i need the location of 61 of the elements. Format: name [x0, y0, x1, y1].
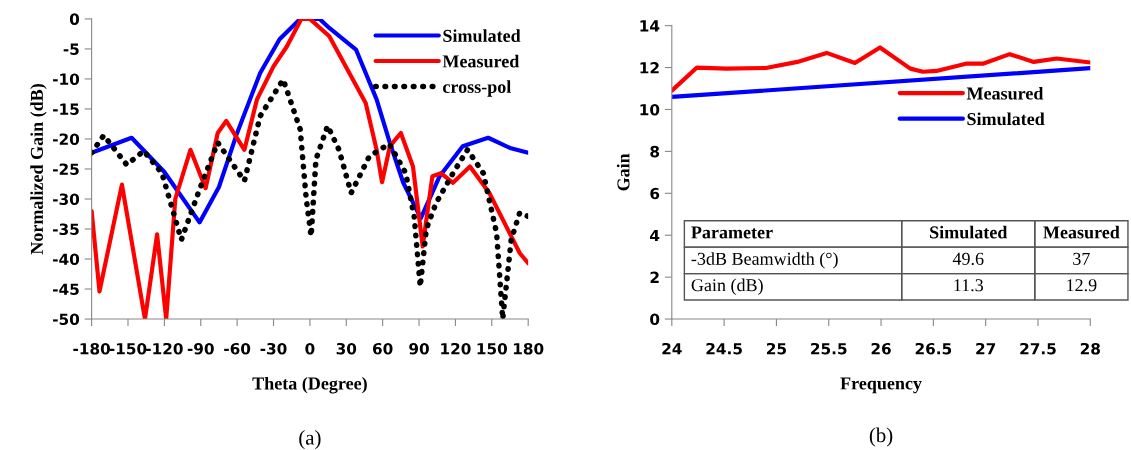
y-tick-label: -15 [53, 103, 79, 115]
text: (a) [299, 430, 321, 449]
x-tick-label: -150 [109, 342, 147, 355]
legend-label: Measured [442, 54, 520, 68]
x-tick-label: 27 [976, 342, 996, 355]
x-tick-label: 24 [662, 342, 682, 355]
annotation: 49.6 [952, 252, 984, 265]
annotation: Simulated [930, 225, 1008, 239]
y-tick-label: 4 [650, 229, 660, 242]
y-tick-label: 8 [650, 145, 660, 158]
x-tick-label: 25 [767, 342, 786, 355]
x-tick-label: 60 [372, 342, 393, 355]
y-tick-label: -20 [53, 133, 80, 145]
x-tick-label: 30 [336, 342, 357, 355]
y-tick-label: 0 [69, 13, 80, 25]
annotation: 12.9 [1067, 279, 1097, 292]
text: (b) [869, 427, 893, 447]
y-tick-label: -5 [63, 43, 79, 55]
x-tick-label: 26.5 [915, 342, 952, 355]
y-tick-label: 10 [640, 103, 660, 116]
x-tick-label: 27.5 [1020, 342, 1056, 355]
annotation: -3dB Beamwidth (°) [691, 252, 838, 269]
x-tick-label: -30 [260, 342, 287, 355]
y-tick-label: -35 [53, 223, 79, 236]
y-tick-label: -40 [53, 253, 80, 266]
y-tick-label: -45 [53, 283, 79, 296]
x-tick-label: 24.5 [706, 342, 742, 355]
annotation: 11.3 [954, 279, 984, 292]
y-tick-label: -30 [53, 193, 80, 206]
x-tick-label: 28 [1080, 342, 1100, 355]
y-axis-title: Normalized Gain (dB) [30, 84, 47, 255]
x-tick-label: 25.5 [811, 342, 847, 355]
annotation: Measured [1043, 225, 1120, 239]
annotation: Gain (dB) [691, 278, 763, 295]
legend-label: cross-pol [443, 80, 511, 97]
x-tick-label: 180 [513, 342, 544, 355]
annotation: 37 [1073, 252, 1090, 265]
x-axis-title: Frequency [840, 377, 922, 394]
x-tick-label: -60 [224, 342, 251, 355]
y-tick-label: -25 [53, 163, 79, 175]
y-tick-label: 14 [640, 20, 660, 32]
x-tick-label: 26 [871, 342, 891, 355]
x-tick-label: 150 [477, 342, 508, 355]
x-tick-label: 120 [441, 342, 471, 355]
x-tick-label: 90 [409, 342, 429, 355]
y-tick-label: -10 [53, 73, 80, 85]
y-tick-label: 6 [650, 187, 660, 200]
x-tick-label: -90 [187, 342, 214, 355]
y-tick-label: 0 [650, 313, 660, 326]
y-axis-title: Gain [616, 153, 630, 191]
x-tick-label: 0 [305, 342, 315, 355]
annotation: Parameter [691, 226, 773, 239]
legend-label: Simulated [443, 29, 521, 43]
legend-label: Simulated [967, 112, 1045, 126]
y-tick-label: -50 [53, 313, 80, 326]
y-tick-label: 12 [640, 62, 659, 74]
x-axis-title: Theta (Degree) [252, 376, 367, 394]
y-tick-label: 2 [650, 271, 659, 283]
legend-label: Measured [966, 86, 1044, 100]
x-tick-label: -120 [146, 342, 183, 355]
x-tick-label: -180 [73, 342, 110, 355]
